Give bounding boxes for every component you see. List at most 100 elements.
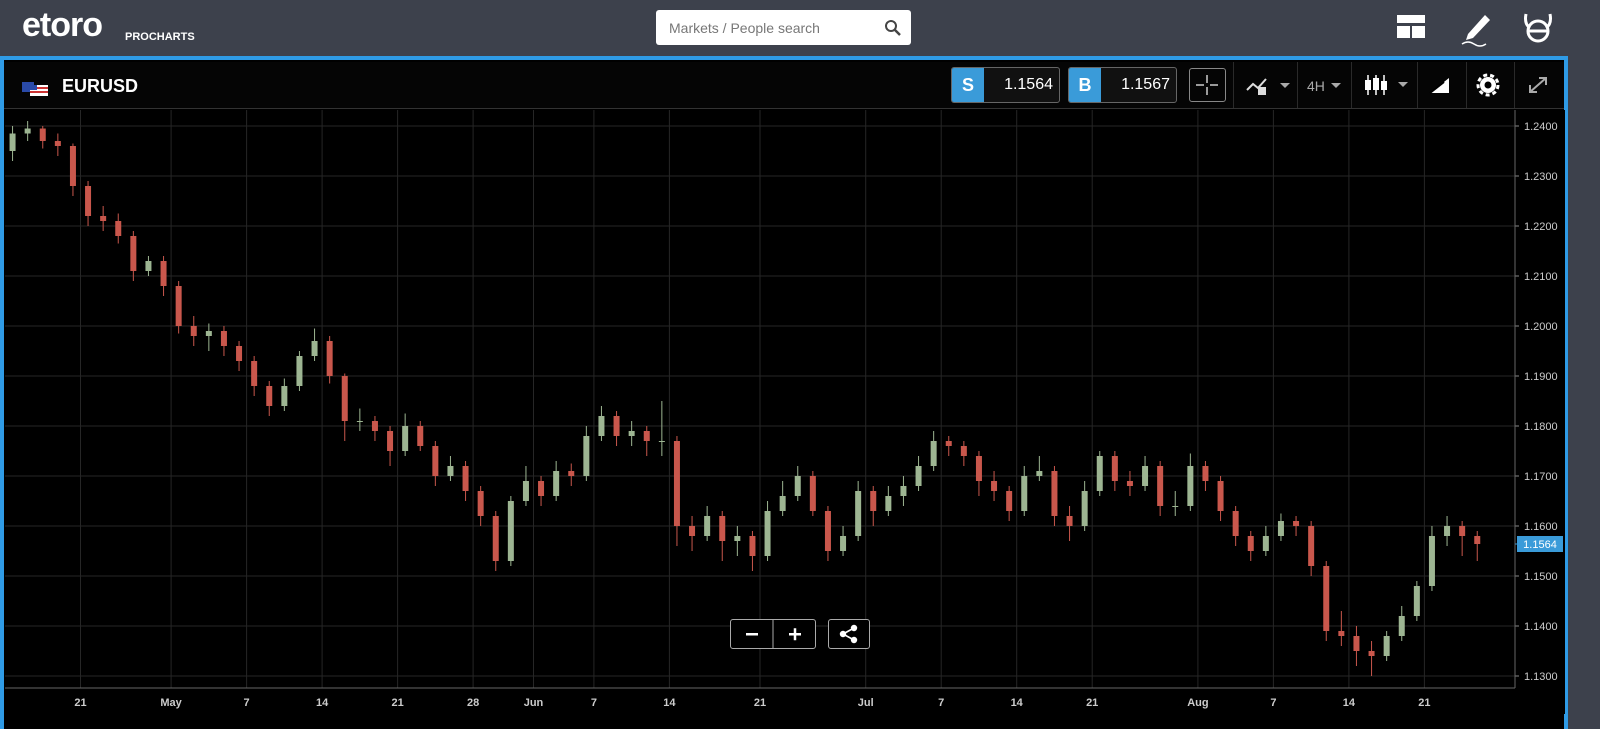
candle-body bbox=[522, 481, 529, 501]
x-tick-label: 14 bbox=[1343, 697, 1356, 709]
candle-body bbox=[538, 481, 545, 496]
fullscreen-button[interactable] bbox=[1526, 74, 1550, 96]
buy-button[interactable]: B 1.1567 bbox=[1068, 67, 1177, 103]
candle-body bbox=[794, 476, 801, 496]
candle-body bbox=[658, 441, 665, 442]
y-tick-label: 1.1900 bbox=[1524, 371, 1558, 383]
candle-body bbox=[870, 491, 877, 511]
x-tick-label: 21 bbox=[1418, 697, 1430, 709]
candle-body bbox=[1428, 536, 1435, 586]
brand: PROCHARTS bbox=[125, 31, 195, 43]
candle-body bbox=[356, 421, 363, 422]
candle-body bbox=[734, 536, 741, 541]
x-tick-label: Aug bbox=[1187, 697, 1208, 709]
candle-body bbox=[1096, 456, 1103, 491]
candle-body bbox=[175, 286, 182, 326]
candle-body bbox=[1081, 491, 1088, 526]
search-box[interactable]: Markets / People search bbox=[656, 10, 911, 45]
x-tick-label: 7 bbox=[591, 697, 597, 709]
candle-body bbox=[115, 221, 122, 236]
buy-price: 1.1567 bbox=[1121, 76, 1170, 93]
y-tick-label: 1.1400 bbox=[1524, 621, 1558, 633]
x-tick-label: 21 bbox=[74, 697, 86, 709]
flag-icon bbox=[22, 82, 48, 96]
candle-body bbox=[1172, 506, 1179, 507]
candle-body bbox=[39, 128, 46, 141]
candle-body bbox=[205, 331, 212, 336]
candle-body bbox=[1202, 466, 1209, 481]
y-tick-label: 1.2400 bbox=[1524, 121, 1558, 133]
sell-price: 1.1564 bbox=[1004, 76, 1053, 93]
candle-body bbox=[809, 476, 816, 511]
candle-body bbox=[1277, 521, 1284, 536]
layout-icon[interactable] bbox=[1396, 14, 1426, 40]
candle-body bbox=[1157, 466, 1164, 506]
last-price-tag bbox=[1517, 536, 1563, 552]
candle-body bbox=[477, 491, 484, 516]
candle-body bbox=[1383, 636, 1390, 656]
edit-icon[interactable] bbox=[1458, 10, 1494, 48]
settings-button[interactable] bbox=[1476, 73, 1500, 97]
drawing-button[interactable] bbox=[1427, 74, 1453, 96]
candle-body bbox=[975, 456, 982, 481]
candle-body bbox=[100, 216, 107, 221]
timeframe[interactable]: 4H bbox=[1307, 78, 1325, 94]
candle-body bbox=[673, 441, 680, 526]
candle-body bbox=[492, 516, 499, 561]
candle-body bbox=[326, 341, 333, 376]
y-tick-label: 1.1700 bbox=[1524, 471, 1558, 483]
candle-body bbox=[296, 356, 303, 386]
candle-body bbox=[387, 431, 394, 451]
chart-toolbar: EURUSD S 1.1564 B 1.1567 4H bbox=[4, 62, 1564, 109]
last-price-label: 1.1564 bbox=[1523, 539, 1557, 551]
candle-body bbox=[1293, 521, 1300, 526]
candle-body bbox=[1051, 471, 1058, 516]
x-tick-label: May bbox=[160, 697, 182, 709]
search-icon bbox=[885, 20, 901, 36]
zoom-icons bbox=[746, 620, 801, 648]
sell-button[interactable]: S 1.1564 bbox=[951, 67, 1060, 103]
candle-body bbox=[643, 431, 650, 441]
candle-body bbox=[160, 261, 167, 286]
candle-body bbox=[568, 471, 575, 476]
candle-body bbox=[991, 481, 998, 491]
x-tick-label: 14 bbox=[663, 697, 676, 709]
candle-body bbox=[613, 416, 620, 436]
candle-body bbox=[1066, 516, 1073, 526]
y-tick-label: 1.2000 bbox=[1524, 321, 1558, 333]
avatar-icon[interactable] bbox=[1521, 10, 1555, 44]
candle-body bbox=[24, 128, 31, 134]
x-tick-label: 14 bbox=[1011, 697, 1024, 709]
candle-body bbox=[1217, 481, 1224, 511]
candle-body bbox=[915, 466, 922, 486]
candle-body bbox=[840, 536, 847, 551]
candle-body bbox=[190, 326, 197, 336]
zoom-out[interactable] bbox=[746, 633, 758, 636]
x-tick-label: Jun bbox=[524, 697, 544, 709]
candle-body bbox=[1338, 631, 1345, 636]
candle-body bbox=[930, 441, 937, 466]
share-button[interactable] bbox=[828, 619, 870, 649]
chart-type-button[interactable] bbox=[1362, 72, 1410, 98]
x-tick-label: 7 bbox=[1270, 697, 1276, 709]
candle-body bbox=[598, 416, 605, 436]
candle-body bbox=[855, 491, 862, 536]
x-tick-label: 21 bbox=[754, 697, 766, 709]
candle-body bbox=[960, 446, 967, 456]
candle-body bbox=[1126, 481, 1133, 486]
candle-body bbox=[9, 133, 16, 151]
candle-body bbox=[402, 426, 409, 451]
candle-body bbox=[1459, 526, 1466, 536]
logo[interactable]: etoro bbox=[22, 6, 103, 44]
y-tick-label: 1.2300 bbox=[1524, 171, 1558, 183]
candle-body bbox=[1247, 536, 1254, 551]
candle-body bbox=[130, 236, 137, 271]
accent-line bbox=[0, 56, 1568, 60]
candle-body bbox=[704, 516, 711, 536]
crosshair-button[interactable] bbox=[1189, 68, 1226, 102]
candle-body bbox=[220, 331, 227, 346]
zoom-controls bbox=[730, 619, 816, 649]
zoom-in[interactable] bbox=[789, 628, 801, 641]
top-bar: etoro PROCHARTS Markets / People search bbox=[0, 0, 1600, 56]
indicators-button[interactable] bbox=[1244, 75, 1292, 97]
